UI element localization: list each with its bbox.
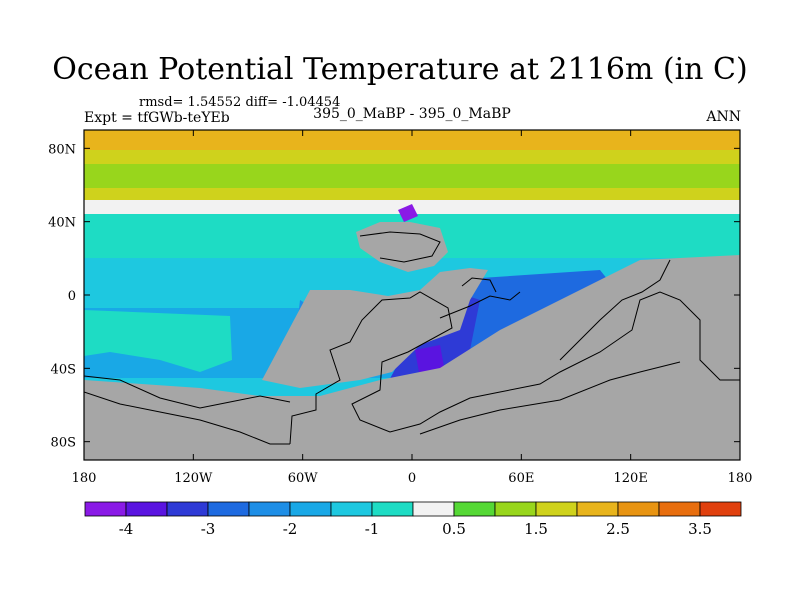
colorbar-swatch [330,501,373,517]
north-cold-spot [398,204,418,222]
colorbar-swatch [248,501,291,517]
x-tick-label: 180 [728,471,753,486]
arctic-warm-band [84,130,740,150]
map-field [84,130,740,460]
colorbar-swatch [699,501,742,517]
experiment-label: Expt = tfGWb-teYEb [84,110,230,126]
colorbar-label: -2 [283,520,298,538]
colorbar-label: 0.5 [442,520,466,538]
x-tick-label: 180 [72,471,97,486]
colorbar-swatch [371,501,414,517]
season-label: ANN [706,109,741,125]
colorbar-swatch [207,501,250,517]
colorbar-labels: -4 -3 -2 -1 0.5 1.5 2.5 3.5 [119,520,712,538]
colorbar-swatch [576,501,619,517]
comparison-label: 395_0_MaBP - 395_0_MaBP [313,106,511,122]
colorbar-swatch [289,501,332,517]
y-tick-label: 40S [51,362,76,377]
colorbar-swatch [617,501,660,517]
colorbar-swatch [412,501,455,517]
page-title: Ocean Potential Temperature at 2116m (in… [52,52,748,87]
arctic-band-4 [84,188,740,200]
colorbar-label: 3.5 [688,520,712,538]
colorbar-swatch [84,501,127,517]
y-axis: 80N 40N 0 40S 80S [48,142,740,451]
arctic-band-2 [84,150,740,164]
colorbar-label: 1.5 [524,520,548,538]
x-tick-label: 60W [288,471,319,486]
colorbar-swatch [494,501,537,517]
colorbar-swatch [658,501,701,517]
x-axis: 180 120W 60W 0 60E 120E 180 [72,130,753,486]
y-tick-label: 80N [48,142,76,157]
x-tick-label: 0 [408,471,416,486]
colorbar-swatch [125,501,168,517]
colorbar-label: -3 [201,520,216,538]
east-pacific-patch [84,310,232,372]
colorbar-label: -4 [119,520,134,538]
colorbar-swatch [453,501,496,517]
x-tick-label: 60E [508,471,534,486]
y-tick-label: 40N [48,216,76,231]
x-tick-label: 120W [174,471,213,486]
coastline-outlines [84,231,740,445]
y-tick-label: 80S [51,436,76,451]
colorbar-swatch [166,501,209,517]
colorbar-swatch [535,501,578,517]
x-tick-label: 120E [614,471,648,486]
arctic-band-3 [84,164,740,188]
y-tick-label: 0 [68,289,76,304]
colorbar-label: 2.5 [606,520,630,538]
colorbar-label: -1 [365,520,380,538]
stats-line: rmsd= 1.54552 diff= -1.04454 [139,95,341,110]
colorbar [84,501,742,517]
